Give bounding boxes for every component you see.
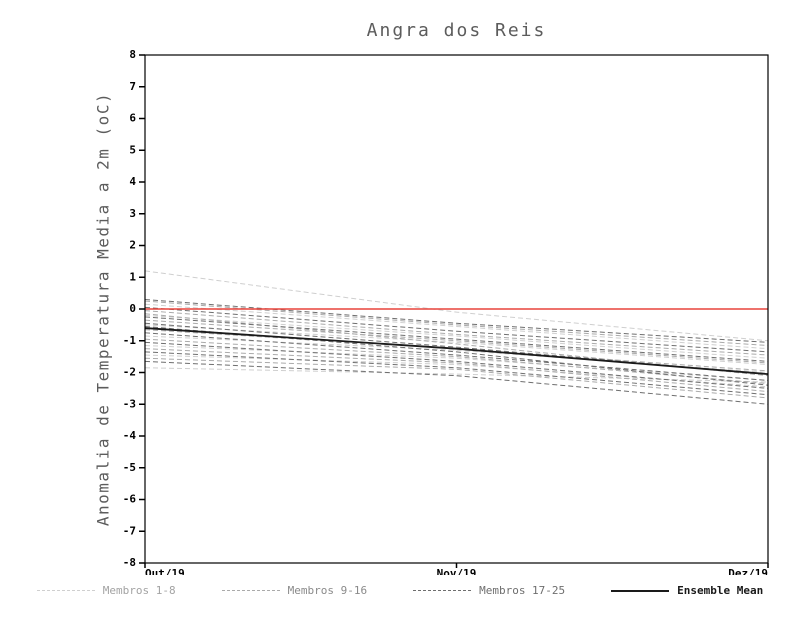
ensemble-member-line xyxy=(144,357,769,399)
legend-item-ensemble-mean: Ensemble Mean xyxy=(611,584,763,597)
ensemble-member-line xyxy=(144,341,769,389)
y-tick-label: -6 xyxy=(123,493,137,506)
legend-line-swatch xyxy=(221,590,280,591)
ensemble-member-line xyxy=(144,348,769,393)
y-tick-label: 3 xyxy=(129,207,136,220)
ensemble-member-line xyxy=(144,324,769,366)
ensemble-forecast-chart: -8 -7 -6 -5 -4 -3 -2 -1 0 1 2 3 4 5 6 7 8 Out/19 Nov/19 Dez… xyxy=(123,48,769,575)
y-tick-label: -2 xyxy=(123,366,136,379)
y-tick-label: -7 xyxy=(123,524,136,537)
y-tick-label: -5 xyxy=(123,461,136,474)
y-tick-label: 2 xyxy=(129,239,136,252)
ensemble-member-line xyxy=(144,270,769,342)
x-tick-label: Nov/19 xyxy=(437,567,477,575)
chart-title: Angra dos Reis xyxy=(366,20,547,41)
ensemble-member-line xyxy=(144,332,769,381)
ensemble-mean-line xyxy=(144,327,769,375)
legend-line-swatch xyxy=(611,589,670,592)
ensemble-member-line xyxy=(144,360,769,405)
y-tick-label: 4 xyxy=(129,175,136,188)
ensemble-member-line xyxy=(144,310,769,356)
legend-item-members-1-8: Membros 1-8 xyxy=(36,584,176,597)
ensemble-member-line xyxy=(144,298,769,343)
legend-label: Ensemble Mean xyxy=(677,584,764,597)
y-tick-label: 6 xyxy=(129,112,136,125)
ensemble-member-line xyxy=(144,316,769,362)
legend-line-swatch xyxy=(36,590,95,591)
ensemble-member-line xyxy=(144,351,769,396)
y-tick-label: 1 xyxy=(129,270,136,283)
x-tick-label: Out/19 xyxy=(145,567,185,575)
ensemble-member-line xyxy=(144,303,769,350)
legend-line-swatch xyxy=(413,590,472,591)
y-tick-label: 5 xyxy=(129,143,136,156)
legend-label: Membros 17-25 xyxy=(479,584,566,597)
ensemble-member-line xyxy=(144,319,769,364)
y-tick-label: -3 xyxy=(123,397,136,410)
ensemble-member-line xyxy=(144,338,769,385)
ensemble-member-line xyxy=(144,314,769,359)
y-tick-label: -8 xyxy=(123,556,136,569)
y-tick-label: -4 xyxy=(123,429,137,442)
legend-item-members-9-16: Membros 9-16 xyxy=(221,584,368,597)
y-tick-label: -1 xyxy=(123,334,137,347)
ensemble-member-line xyxy=(144,306,769,353)
y-tick-label: 0 xyxy=(129,302,136,315)
ensemble-member-line xyxy=(144,354,769,388)
x-tick-label: Dez/19 xyxy=(728,567,768,575)
y-tick-label: 7 xyxy=(129,80,136,93)
y-tick-label: 8 xyxy=(129,48,136,61)
legend: Membros 1-8 Membros 9-16 Membros 17-25 E… xyxy=(0,584,800,597)
legend-item-members-17-25: Membros 17-25 xyxy=(413,584,565,597)
legend-label: Membros 9-16 xyxy=(287,584,368,597)
legend-label: Membros 1-8 xyxy=(102,584,176,597)
